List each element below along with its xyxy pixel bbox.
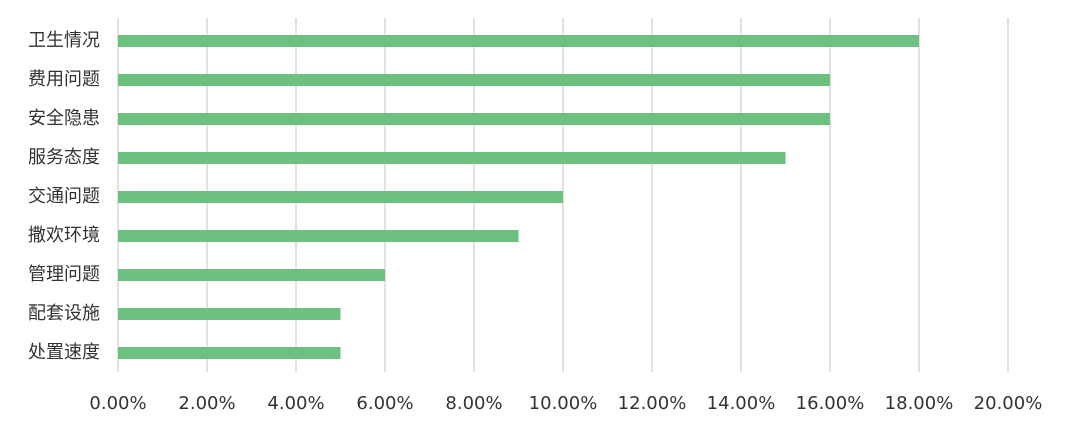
x-tick-label: 0.00% bbox=[89, 393, 146, 414]
category-label: 费用问题 bbox=[28, 69, 100, 90]
bar bbox=[118, 113, 830, 125]
x-tick-labels: 0.00% 2.00% 4.00% 6.00% 8.00% 10.00% 12.00% 14.… bbox=[89, 393, 1042, 414]
bar bbox=[118, 152, 786, 164]
x-tick-label: 6.00% bbox=[356, 393, 413, 414]
bar bbox=[118, 269, 385, 281]
x-tick-label: 10.00% bbox=[529, 393, 598, 414]
category-label: 处置速度 bbox=[28, 342, 100, 363]
x-tick-label: 12.00% bbox=[618, 393, 687, 414]
x-tick-label: 20.00% bbox=[974, 393, 1043, 414]
x-tick-label: 14.00% bbox=[707, 393, 776, 414]
x-tick-label: 4.00% bbox=[267, 393, 324, 414]
category-label: 撒欢环境 bbox=[28, 225, 100, 246]
category-label: 服务态度 bbox=[28, 147, 100, 168]
bar bbox=[118, 35, 919, 47]
x-tick-label: 2.00% bbox=[178, 393, 235, 414]
bar bbox=[118, 230, 519, 242]
category-label: 管理问题 bbox=[28, 264, 100, 285]
x-tick-label: 18.00% bbox=[885, 393, 954, 414]
category-label: 安全隐患 bbox=[28, 108, 100, 129]
bars bbox=[118, 35, 919, 359]
bar bbox=[118, 308, 341, 320]
x-tick-label: 16.00% bbox=[796, 393, 865, 414]
bar bbox=[118, 74, 830, 86]
bar bbox=[118, 347, 341, 359]
x-tick-label: 8.00% bbox=[445, 393, 502, 414]
bar bbox=[118, 191, 563, 203]
category-label: 配套设施 bbox=[28, 303, 100, 324]
category-label: 交通问题 bbox=[28, 186, 100, 207]
category-label: 卫生情况 bbox=[28, 30, 100, 51]
